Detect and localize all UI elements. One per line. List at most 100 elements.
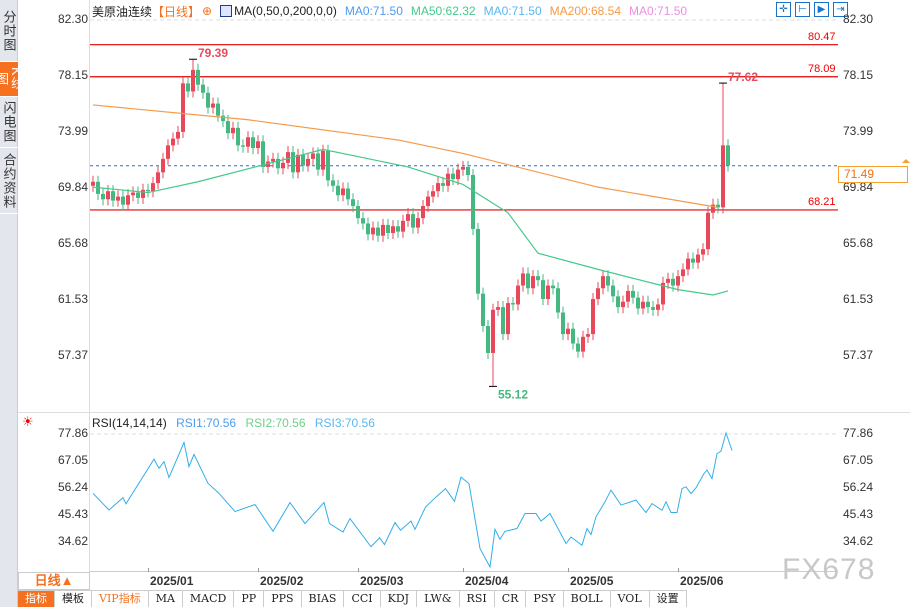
rsi-axis-label: 45.43 xyxy=(57,506,88,521)
tab-2[interactable]: VIP指标 xyxy=(92,591,149,607)
zoom-range-icon[interactable]: ⊢ xyxy=(795,2,810,17)
candle-body xyxy=(616,296,620,308)
candle-body xyxy=(611,285,615,297)
candle xyxy=(401,214,405,238)
candle xyxy=(616,290,620,314)
symbol-name: 美原油连续 xyxy=(92,4,153,19)
price-axis-label: 65.68 xyxy=(843,236,874,251)
candle xyxy=(146,183,150,198)
candle-body xyxy=(291,152,295,173)
candle-body xyxy=(706,212,710,250)
candle xyxy=(321,144,325,176)
candle xyxy=(376,221,380,242)
candle xyxy=(436,177,440,198)
candle xyxy=(266,155,270,173)
tab-8[interactable]: CCI xyxy=(344,591,381,607)
tab-13[interactable]: PSY xyxy=(526,591,564,607)
candle-body xyxy=(476,228,480,294)
level-label: 78.09 xyxy=(808,62,836,75)
tab-5[interactable]: PP xyxy=(234,591,265,607)
candle xyxy=(591,292,595,341)
candle-body xyxy=(311,153,315,159)
sidebar-item-kline[interactable]: K线图 xyxy=(0,62,24,97)
candle-body xyxy=(506,303,510,335)
tab-10[interactable]: LW& xyxy=(417,591,460,607)
tab-9[interactable]: KDJ xyxy=(381,591,418,607)
candle xyxy=(381,218,385,242)
candle xyxy=(336,179,340,202)
plus-circle-icon[interactable]: ⊕ xyxy=(202,4,213,18)
candle xyxy=(651,301,655,316)
candle-body xyxy=(401,220,405,232)
tab-12[interactable]: CR xyxy=(495,591,527,607)
candle xyxy=(421,199,425,225)
rsi-settings-icon[interactable]: ☀ xyxy=(22,414,34,429)
crosshair-icon[interactable]: ✛ xyxy=(776,2,791,17)
candle-body xyxy=(436,183,440,192)
candle-body xyxy=(626,290,630,302)
candle xyxy=(641,295,645,315)
period-button[interactable]: 日线▲ xyxy=(18,572,90,590)
candle xyxy=(96,175,100,200)
ma200-value: MA200:68.54 xyxy=(549,4,622,18)
candle-body xyxy=(411,214,415,228)
candle-body xyxy=(581,336,585,352)
candle xyxy=(411,208,415,234)
tab-15[interactable]: VOL xyxy=(611,591,650,607)
date-tick xyxy=(463,568,464,572)
rsi-axis-label: 34.62 xyxy=(843,533,874,548)
sidebar-item-contract-info[interactable]: 合约资料 xyxy=(0,148,18,214)
period-label[interactable]: 【日线】 xyxy=(152,4,201,19)
ma-indicator-label[interactable]: MA(0,50,0,200,0,0) xyxy=(234,4,337,18)
rsi-axis-label: 56.24 xyxy=(57,479,88,494)
tab-7[interactable]: BIAS xyxy=(302,591,345,607)
tab-16[interactable]: 设置 xyxy=(650,591,687,607)
candle xyxy=(486,319,490,360)
candle-body xyxy=(511,303,515,305)
ma-chart-icon[interactable] xyxy=(220,5,233,17)
candle-body xyxy=(166,145,170,159)
candle-body xyxy=(286,152,290,163)
goto-end-icon[interactable]: ⇥ xyxy=(833,2,848,17)
candle xyxy=(706,206,710,256)
candle-body xyxy=(391,226,395,233)
tab-11[interactable]: RSI xyxy=(460,591,495,607)
candle xyxy=(331,174,335,192)
tab-3[interactable]: MA xyxy=(149,591,183,607)
candle xyxy=(326,144,330,187)
candle-body xyxy=(721,145,725,208)
candle-body xyxy=(101,193,105,200)
candle-body xyxy=(526,273,530,289)
candle xyxy=(236,121,240,152)
tab-14[interactable]: BOLL xyxy=(564,591,611,607)
candle-body xyxy=(716,204,720,208)
candle xyxy=(256,135,260,155)
candle xyxy=(586,328,590,343)
candle xyxy=(446,167,450,192)
candle-body xyxy=(96,181,100,194)
tab-1[interactable]: 模板 xyxy=(55,591,92,607)
candle-body xyxy=(621,301,625,308)
sidebar-item-timeshare[interactable]: 分时图 xyxy=(0,0,18,62)
sidebar: 分时图 K线图 闪电图 合约资料 xyxy=(0,0,24,607)
candle xyxy=(246,131,250,153)
candle xyxy=(231,121,235,140)
candle-body xyxy=(726,145,730,166)
play-icon[interactable]: ▶ xyxy=(814,2,829,17)
date-axis: 2025/01 2025/02 2025/03 2025/04 2025/05 2025/… xyxy=(90,568,838,590)
rsi1-value: RSI1:70.56 xyxy=(176,416,237,430)
candle-body xyxy=(631,290,635,298)
tab-4[interactable]: MACD xyxy=(183,591,235,607)
rsi-line xyxy=(92,431,733,569)
candle-body xyxy=(131,192,135,196)
candle-body xyxy=(161,158,165,173)
rsi-title[interactable]: RSI(14,14,14) xyxy=(92,416,167,430)
tab-6[interactable]: PPS xyxy=(264,591,302,607)
tab-0[interactable]: 指标 xyxy=(18,591,55,607)
chart-toolbar: ✛ ⊢ ▶ ⇥ xyxy=(776,2,848,17)
candle xyxy=(431,185,435,203)
date-label: 2025/06 xyxy=(680,574,724,588)
sidebar-item-flash[interactable]: 闪电图 xyxy=(0,97,18,148)
candle xyxy=(541,274,545,306)
candle-body xyxy=(646,301,650,308)
